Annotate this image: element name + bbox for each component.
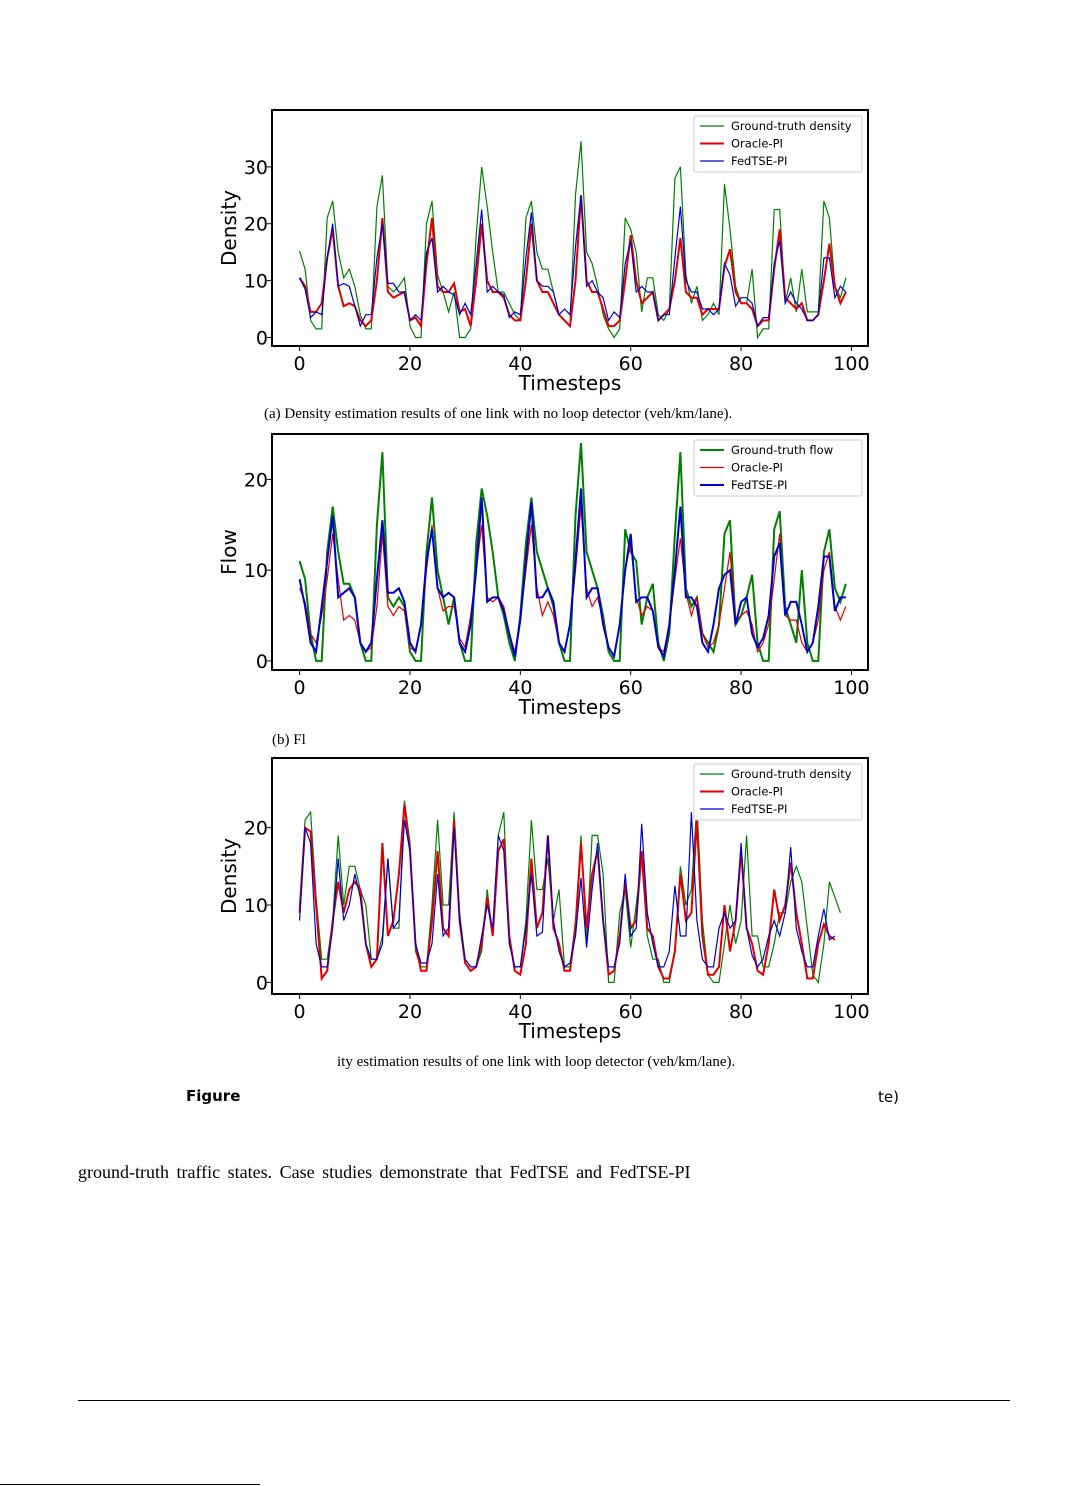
x-axis-label: Timesteps	[518, 695, 622, 719]
body-paragraph: ground-truth traffic states. Case studie…	[78, 1162, 691, 1182]
x-tick-label: 80	[729, 353, 753, 375]
legend-label-2: FedTSE-PI	[731, 154, 787, 168]
caption-c: ity estimation results of one link with …	[337, 1054, 736, 1070]
legend-box	[693, 115, 863, 173]
chart-c-plot: 0 20 40 60 80 100 0 10 20 Timesteps Density Ground-…	[217, 757, 870, 1043]
y-tick-label: 30	[244, 157, 268, 179]
y-tick-label: 20	[244, 214, 268, 236]
legend-label-1: Oracle-PI	[731, 137, 783, 151]
x-tick-label: 80	[729, 677, 753, 699]
x-tick-label: 100	[833, 1001, 869, 1023]
x-tick-label: 100	[833, 677, 869, 699]
legend-box	[693, 439, 863, 497]
series-line-2	[299, 195, 847, 328]
plot-frame	[271, 109, 869, 347]
series-group	[298, 800, 841, 984]
legend-label-2: FedTSE-PI	[731, 802, 787, 816]
caption-b: (b) Fl	[272, 732, 306, 748]
chart-a-plot: 0 20 40 60 80 100 0 10 20 30 Timesteps Density Groun…	[217, 109, 870, 395]
x-tick-label: 20	[398, 677, 422, 699]
x-axis-label: Timesteps	[518, 371, 622, 395]
y-axis-label: Flow	[217, 529, 241, 575]
x-tick-label: 40	[508, 353, 532, 375]
series-line-2	[298, 488, 846, 660]
x-tick-label: 60	[619, 677, 643, 699]
legend-box	[693, 763, 863, 821]
legend-label-1: Oracle-PI	[731, 461, 783, 475]
series-group	[298, 443, 847, 662]
y-axis-label: Density	[217, 838, 241, 914]
x-tick-label: 60	[619, 353, 643, 375]
series-line-1	[298, 195, 847, 330]
y-axis-label: Density	[217, 190, 241, 266]
legend-label-0: Ground-truth flow	[731, 443, 833, 457]
y-tick-label: 10	[244, 271, 268, 293]
y-tick-label: 0	[256, 972, 268, 994]
series-group	[298, 141, 847, 340]
x-tick-label: 100	[833, 353, 869, 375]
plot-frame	[271, 433, 869, 671]
x-tick-label: 0	[294, 353, 306, 375]
series-line-0	[299, 141, 847, 340]
figure-caption-tail: te)	[878, 1088, 899, 1106]
x-tick-label: 0	[294, 1001, 306, 1023]
chart-b-plot: 0 20 40 60 80 100 0 10 20 Timesteps Flow Ground-tru…	[217, 433, 870, 719]
x-tick-label: 40	[508, 677, 532, 699]
x-tick-label: 20	[398, 1001, 422, 1023]
y-tick-label: 20	[244, 469, 268, 491]
y-tick-label: 0	[256, 651, 268, 673]
y-tick-label: 20	[244, 818, 268, 840]
x-tick-label: 20	[398, 353, 422, 375]
figure-label: Figure	[186, 1087, 241, 1105]
legend-label-0: Ground-truth density	[731, 119, 852, 133]
caption-a: (a) Density estimation results of one li…	[264, 406, 733, 422]
x-tick-label: 40	[508, 1001, 532, 1023]
x-tick-label: 80	[729, 1001, 753, 1023]
x-tick-label: 0	[294, 677, 306, 699]
chart-a-density-no-detector: 0 20 40 60 80 100 0 10 20 30 Timesteps Density Groun…	[200, 100, 880, 400]
plot-frame	[271, 757, 869, 995]
legend-label-1: Oracle-PI	[731, 785, 783, 799]
y-tick-label: 0	[256, 327, 268, 349]
y-tick-label: 10	[244, 560, 268, 582]
y-tick-label: 10	[244, 895, 268, 917]
legend-label-2: FedTSE-PI	[731, 478, 787, 492]
x-tick-label: 60	[619, 1001, 643, 1023]
x-axis-label: Timesteps	[518, 1019, 622, 1043]
legend-label-0: Ground-truth density	[731, 767, 852, 781]
bottom-rule	[0, 1484, 260, 1485]
series-line-2	[299, 812, 836, 969]
chart-c-density-with-detector: 0 20 40 60 80 100 0 10 20 Timesteps Density Ground-…	[200, 748, 880, 1048]
footnote-rule	[78, 1400, 1010, 1401]
chart-b-flow: 0 20 40 60 80 100 0 10 20 Timesteps Flow Ground-tru…	[200, 424, 880, 724]
